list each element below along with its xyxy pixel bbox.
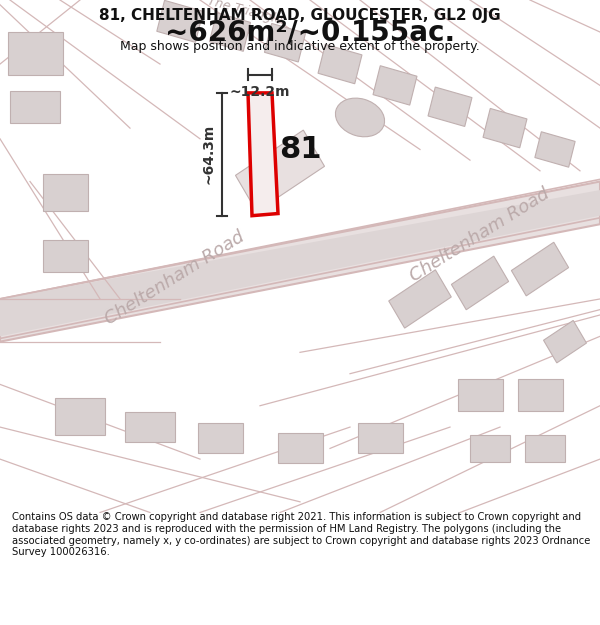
Polygon shape <box>43 174 88 211</box>
Text: ~12.2m: ~12.2m <box>230 85 290 99</box>
Polygon shape <box>358 422 403 452</box>
Polygon shape <box>10 91 60 123</box>
Text: ~64.3m: ~64.3m <box>201 124 215 184</box>
Polygon shape <box>389 270 451 328</box>
Polygon shape <box>451 256 509 310</box>
Text: 81: 81 <box>279 135 321 164</box>
Text: The Triangle: The Triangle <box>206 0 284 27</box>
Polygon shape <box>197 422 242 452</box>
Polygon shape <box>517 379 563 411</box>
Polygon shape <box>535 132 575 168</box>
Text: Cheltenham Road: Cheltenham Road <box>102 228 248 328</box>
Polygon shape <box>511 242 569 296</box>
Text: Map shows position and indicative extent of the property.: Map shows position and indicative extent… <box>120 41 480 53</box>
Polygon shape <box>318 44 362 84</box>
Polygon shape <box>483 108 527 148</box>
Polygon shape <box>373 66 417 105</box>
Polygon shape <box>125 412 175 442</box>
Polygon shape <box>43 240 88 272</box>
Text: ~626m²/~0.155ac.: ~626m²/~0.155ac. <box>165 18 455 46</box>
Polygon shape <box>458 379 503 411</box>
Polygon shape <box>235 130 325 212</box>
Text: Cheltenham Road: Cheltenham Road <box>407 184 553 285</box>
Polygon shape <box>248 93 278 216</box>
Polygon shape <box>544 321 586 363</box>
Polygon shape <box>55 398 105 435</box>
Polygon shape <box>209 12 251 51</box>
Text: 81, CHELTENHAM ROAD, GLOUCESTER, GL2 0JG: 81, CHELTENHAM ROAD, GLOUCESTER, GL2 0JG <box>99 8 501 23</box>
Polygon shape <box>277 434 323 463</box>
Polygon shape <box>7 32 62 75</box>
Polygon shape <box>0 181 600 342</box>
Polygon shape <box>265 23 305 62</box>
Polygon shape <box>0 190 600 336</box>
Ellipse shape <box>335 98 385 137</box>
Polygon shape <box>470 435 510 462</box>
Polygon shape <box>428 87 472 126</box>
Polygon shape <box>525 435 565 462</box>
Polygon shape <box>157 1 203 42</box>
Text: Contains OS data © Crown copyright and database right 2021. This information is : Contains OS data © Crown copyright and d… <box>12 512 590 558</box>
